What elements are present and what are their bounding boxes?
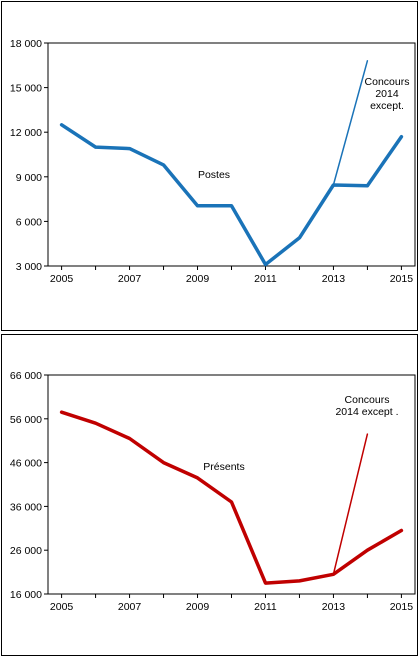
y-tick-label: 36 000 (10, 501, 42, 513)
y-tick-label: 3 000 (16, 261, 42, 273)
x-tick-label: 2005 (50, 601, 74, 613)
x-tick-label: 2013 (322, 273, 346, 285)
x-tick-label: 2011 (254, 601, 277, 613)
y-tick-label: 46 000 (10, 458, 42, 470)
chart-presents: 16 000 26 000 36 000 46 000 56 000 66 000 2005… (10, 370, 416, 613)
chart-postes: 3 000 6 000 9 000 12 000 15 000 18 000 2005 200… (10, 38, 416, 285)
series-label-concours: Concours (365, 76, 410, 88)
y-tick-label: 6 000 (16, 216, 42, 228)
y-tick-label: 26 000 (10, 545, 42, 557)
chart-panel-presents: 16 000 26 000 36 000 46 000 56 000 66 000 2005… (1, 334, 418, 656)
y-tick-label: 9 000 (16, 172, 42, 184)
y-tick-label: 15 000 (10, 83, 42, 95)
series-line-main (59, 123, 404, 267)
chart-panel-postes: 3 000 6 000 9 000 12 000 15 000 18 000 2005 200… (1, 1, 418, 331)
y-tick-label: 12 000 (10, 127, 42, 139)
x-tick-label: 2007 (118, 273, 142, 285)
x-tick-label: 2009 (186, 273, 210, 285)
x-tick-label: 2011 (254, 273, 277, 285)
y-tick-label: 18 000 (10, 38, 42, 50)
series-label-concours: 2014 (375, 88, 399, 100)
series-line-main (59, 410, 404, 585)
series-label-main: Présents (203, 461, 244, 473)
series-label-concours: except. (370, 100, 404, 112)
plot-area (47, 42, 416, 267)
x-tick-label: 2015 (390, 601, 414, 613)
x-tick-label: 2007 (118, 601, 142, 613)
x-tick-label: 2015 (390, 273, 414, 285)
series-label-main: Postes (198, 169, 230, 181)
y-tick-label: 66 000 (10, 370, 42, 382)
x-tick-label: 2013 (322, 601, 346, 613)
series-label-concours: 2014 except . (335, 406, 398, 418)
y-tick-label: 56 000 (10, 414, 42, 426)
x-tick-label: 2005 (50, 273, 74, 285)
series-label-concours: Concours (345, 394, 390, 406)
x-tick-label: 2009 (186, 601, 210, 613)
y-tick-label: 16 000 (10, 589, 42, 601)
series-line-concours-2014 (332, 433, 369, 576)
series-line-concours-2014 (332, 60, 369, 186)
